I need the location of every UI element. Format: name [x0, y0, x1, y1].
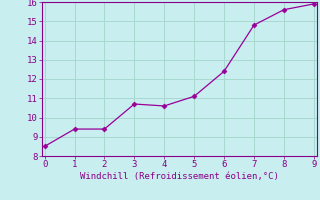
X-axis label: Windchill (Refroidissement éolien,°C): Windchill (Refroidissement éolien,°C)	[80, 172, 279, 181]
